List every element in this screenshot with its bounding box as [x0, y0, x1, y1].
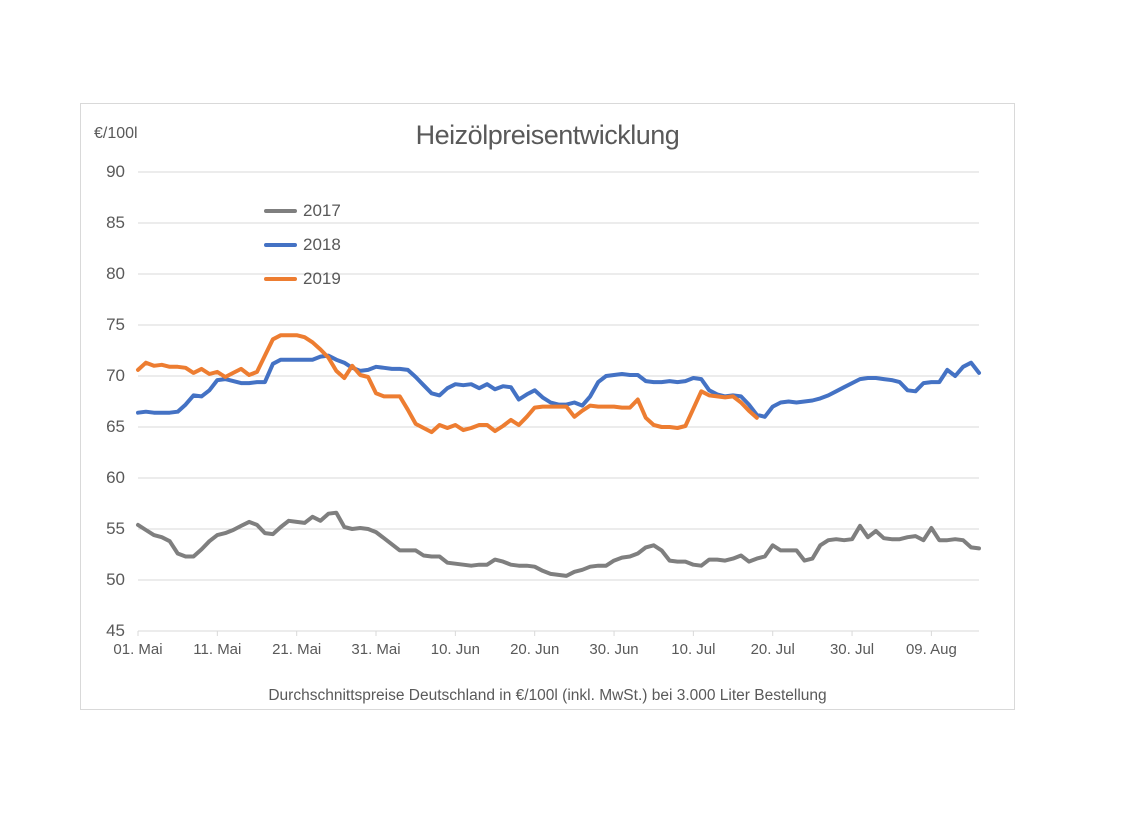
x-tick-label-5: 20. Jun: [510, 641, 560, 658]
y-tick-label-55: 55: [106, 519, 125, 538]
legend-line-swatch-2017: [264, 209, 297, 213]
x-tick-label-0: 01. Mai: [113, 641, 163, 658]
chart-caption: Durchschnittspreise Deutschland in €/100…: [268, 687, 827, 704]
y-tick-label-90: 90: [106, 162, 125, 181]
x-tick-label-8: 20. Jul: [750, 641, 795, 658]
legend: 2017 2018 2019: [264, 194, 341, 296]
legend-line-swatch-2019: [264, 277, 297, 281]
x-tick-label-4: 10. Jun: [430, 641, 480, 658]
x-tick-label-10: 09. Aug: [905, 641, 957, 658]
legend-line-swatch-2018: [264, 243, 297, 247]
series-line-2019: [136, 333, 759, 435]
legend-label-2019: 2019: [303, 269, 341, 288]
x-tick-label-2: 21. Mai: [272, 641, 322, 658]
x-tick-label-9: 30. Jul: [829, 641, 875, 658]
y-tick-label-75: 75: [106, 315, 125, 334]
legend-label-2018: 2018: [303, 235, 341, 254]
legend-item-2018: 2018: [264, 228, 341, 262]
y-tick-label-45: 45: [106, 621, 125, 640]
y-axis-unit-label: €/100l: [94, 125, 138, 142]
y-tick-label-80: 80: [106, 264, 125, 283]
x-tick-label-7: 10. Jul: [671, 641, 716, 658]
chart-frame: €/100l Heizölpreisentwicklung 90 85 80 75 70…: [80, 103, 1015, 710]
line-chart-plot: [136, 171, 981, 636]
legend-item-2019: 2019: [264, 262, 341, 296]
y-tick-label-85: 85: [106, 213, 125, 232]
x-tick-label-6: 30. Jun: [589, 641, 639, 658]
y-tick-label-65: 65: [106, 417, 125, 436]
legend-item-2017: 2017: [264, 194, 341, 228]
y-tick-label-70: 70: [106, 366, 125, 385]
chart-title: Heizölpreisentwicklung: [415, 120, 680, 150]
x-tick-label-1: 11. Mai: [193, 641, 242, 658]
y-tick-label-50: 50: [106, 570, 125, 589]
y-tick-label-60: 60: [106, 468, 125, 487]
x-tick-label-3: 31. Mai: [351, 641, 401, 658]
series-line-2017: [136, 510, 981, 578]
legend-label-2017: 2017: [303, 201, 341, 220]
